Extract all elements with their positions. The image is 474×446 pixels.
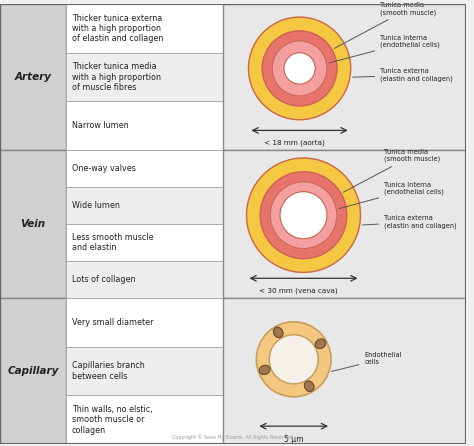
Text: Wide lumen: Wide lumen: [72, 201, 119, 210]
Bar: [223, 150, 465, 298]
Ellipse shape: [259, 365, 270, 375]
Bar: [66, 261, 223, 298]
Text: Capillaries branch
between cells: Capillaries branch between cells: [72, 361, 145, 381]
Ellipse shape: [273, 327, 283, 338]
Bar: [66, 298, 223, 347]
Circle shape: [246, 158, 360, 273]
Ellipse shape: [304, 381, 314, 392]
Circle shape: [248, 17, 351, 120]
Bar: [223, 4, 465, 150]
Bar: [66, 395, 223, 444]
Bar: [66, 4, 223, 53]
Circle shape: [262, 31, 337, 106]
Text: 5 μm: 5 μm: [284, 435, 303, 444]
Text: Narrow lumen: Narrow lumen: [72, 121, 128, 130]
Text: Tunica media
(smooth muscle): Tunica media (smooth muscle): [334, 2, 437, 48]
Bar: [0, 298, 66, 444]
Bar: [66, 102, 223, 150]
Text: Lots of collagen: Lots of collagen: [72, 275, 135, 284]
Text: Tunica interna
(endothelial cells): Tunica interna (endothelial cells): [329, 35, 440, 63]
Circle shape: [280, 191, 327, 239]
Text: Tunica media
(smooth muscle): Tunica media (smooth muscle): [343, 149, 440, 192]
Text: Thin walls, no elstic,
smooth muscle or
collagen: Thin walls, no elstic, smooth muscle or …: [72, 405, 152, 434]
Text: Tunica externa
(elastin and collagen): Tunica externa (elastin and collagen): [363, 215, 457, 228]
Circle shape: [256, 322, 331, 397]
Circle shape: [269, 334, 318, 384]
Bar: [66, 224, 223, 261]
Text: Thicker tunica media
with a high proportion
of muscle fibres: Thicker tunica media with a high proport…: [72, 62, 161, 92]
Bar: [223, 298, 465, 444]
Circle shape: [272, 41, 327, 96]
Bar: [66, 150, 223, 187]
Circle shape: [284, 53, 315, 84]
Text: Copyright © Save My Exams. All Rights Reserved: Copyright © Save My Exams. All Rights Re…: [173, 434, 293, 440]
Bar: [0, 150, 66, 298]
Text: Thicker tunica externa
with a high proportion
of elastin and collagen: Thicker tunica externa with a high propo…: [72, 14, 163, 43]
Circle shape: [270, 182, 337, 249]
Bar: [66, 187, 223, 224]
Text: < 18 mm (aorta): < 18 mm (aorta): [264, 139, 325, 146]
Bar: [66, 347, 223, 395]
Text: < 30 mm (vena cava): < 30 mm (vena cava): [259, 287, 338, 293]
Text: Vein: Vein: [20, 219, 46, 229]
Circle shape: [260, 172, 346, 259]
Ellipse shape: [315, 339, 326, 348]
Text: Very small diameter: Very small diameter: [72, 318, 153, 327]
Text: Tunica externa
(elastin and collagen): Tunica externa (elastin and collagen): [353, 68, 453, 82]
Bar: [0, 4, 66, 150]
Text: Tunica interna
(endothelial cells): Tunica interna (endothelial cells): [339, 182, 444, 209]
Text: One-way valves: One-way valves: [72, 164, 136, 173]
Text: Endothelial
cells: Endothelial cells: [331, 352, 402, 372]
Text: Less smooth muscle
and elastin: Less smooth muscle and elastin: [72, 233, 153, 252]
Bar: [66, 53, 223, 102]
Text: Capillary: Capillary: [7, 366, 59, 376]
Text: Artery: Artery: [14, 72, 51, 82]
